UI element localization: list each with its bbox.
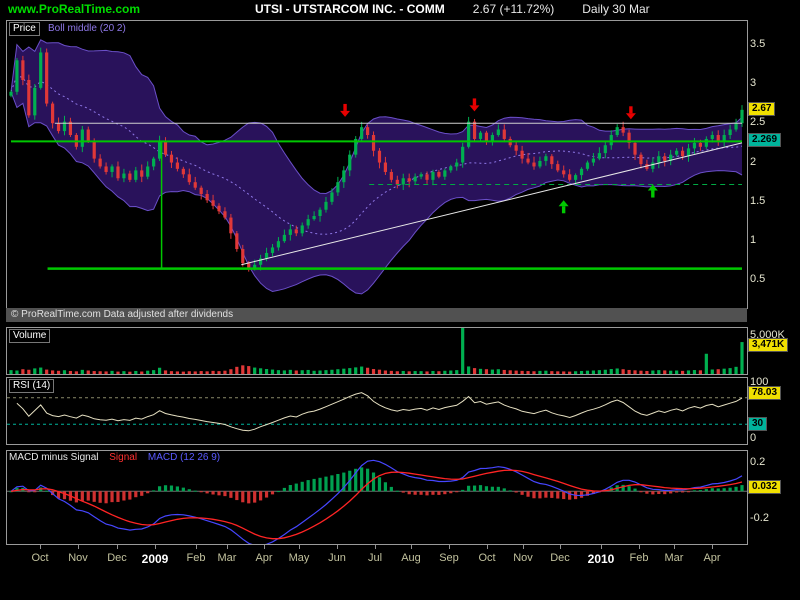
time-axis-label: May (288, 552, 310, 564)
price-panel-tab[interactable]: Price (9, 22, 40, 36)
time-axis-tick (411, 545, 412, 549)
last-price-label: 2.67 (748, 102, 776, 116)
time-axis-label: Jun (328, 552, 346, 564)
price-axis-tick: 1 (750, 234, 757, 246)
time-axis-tick (155, 545, 156, 549)
volume-panel-tab[interactable]: Volume (9, 329, 51, 343)
price-chart[interactable] (7, 21, 747, 308)
macd-axis-pos-label: 0.2 (750, 456, 766, 468)
last-macd-label: 0.032 (748, 480, 782, 494)
last-price-change: 2.67 (+11.72%) (472, 2, 555, 16)
price-axis-tick: 1.5 (750, 195, 766, 207)
time-axis-tick (712, 545, 713, 549)
last-volume-label: 3,471K (748, 338, 789, 352)
instrument-title: UTSI - UTSTARCOM INC. - COMM (255, 2, 445, 16)
rsi-panel (6, 377, 748, 445)
copyright-bar: © ProRealTime.com Data adjusted after di… (6, 308, 747, 322)
time-axis-label: Dec (107, 552, 127, 564)
time-axis-label: Jul (367, 552, 383, 564)
time-axis-tick (40, 545, 41, 549)
time-axis-label: Oct (31, 552, 49, 564)
price-axis-tick: 3 (750, 77, 757, 89)
timeframe-label: Daily 30 Mar (582, 2, 650, 16)
last-rsi-label: 78.03 (748, 386, 782, 400)
bollinger-label: Boll middle (20 2) (48, 23, 126, 34)
time-axis-label: Apr (703, 552, 721, 564)
rsi-panel-tab[interactable]: RSI (14) (9, 379, 55, 393)
time-axis-label: 2009 (141, 552, 169, 566)
site-link[interactable]: www.ProRealTime.com (8, 2, 141, 16)
price-axis-tick: 2.5 (750, 116, 766, 128)
time-axis-label: Dec (550, 552, 570, 564)
support-level-label: 2.269 (748, 133, 782, 147)
time-axis-label: Oct (478, 552, 496, 564)
time-axis-tick (196, 545, 197, 549)
time-axis-label: Apr (255, 552, 273, 564)
time-axis-tick (117, 545, 118, 549)
signal-label: Signal (109, 452, 138, 463)
time-axis-label: Sep (439, 552, 459, 564)
time-axis-tick (337, 545, 338, 549)
macd-chart[interactable] (7, 451, 747, 544)
rsi-chart[interactable] (7, 378, 747, 444)
rsi-axis-min-label: 0 (750, 432, 757, 444)
time-axis-label: Feb (629, 552, 649, 564)
time-axis-tick (487, 545, 488, 549)
macd-minus-signal-label: MACD minus Signal (9, 452, 99, 463)
time-axis-tick (299, 545, 300, 549)
price-axis-tick: 2 (750, 156, 757, 168)
volume-chart[interactable] (7, 328, 747, 374)
time-axis-tick (227, 545, 228, 549)
macd-params-label: MACD (12 26 9) (147, 452, 221, 463)
time-axis-label: Nov (68, 552, 88, 564)
time-axis-tick (639, 545, 640, 549)
macd-axis-neg-label: -0.2 (750, 512, 769, 524)
time-axis-tick (601, 545, 602, 549)
time-axis-label: Nov (513, 552, 533, 564)
rsi-axis-max-label: 100 (750, 376, 769, 388)
volume-panel (6, 327, 748, 375)
price-axis-tick: 0.5 (750, 273, 766, 285)
time-axis-tick (78, 545, 79, 549)
time-axis-tick (523, 545, 524, 549)
time-axis-label: Mar (217, 552, 237, 564)
price-axis-tick: 3.5 (750, 38, 766, 50)
time-axis-label: Mar (664, 552, 684, 564)
rsi-level-label: 30 (748, 417, 768, 431)
time-axis-tick (674, 545, 675, 549)
time-axis-tick (449, 545, 450, 549)
time-axis-tick (560, 545, 561, 549)
macd-panel (6, 450, 748, 545)
time-axis-tick (375, 545, 376, 549)
price-panel (6, 20, 748, 309)
time-axis-label: Feb (186, 552, 206, 564)
time-axis-label: 2010 (587, 552, 615, 566)
time-axis-label: Aug (401, 552, 421, 564)
macd-panel-tabs[interactable]: MACD minus Signal Signal MACD (12 26 9) (9, 452, 220, 464)
instrument-header: UTSI - UTSTARCOM INC. - COMM 2.67 (+11.7… (255, 2, 650, 16)
time-axis-tick (264, 545, 265, 549)
header-bar: www.ProRealTime.com UTSI - UTSTARCOM INC… (0, 0, 800, 18)
